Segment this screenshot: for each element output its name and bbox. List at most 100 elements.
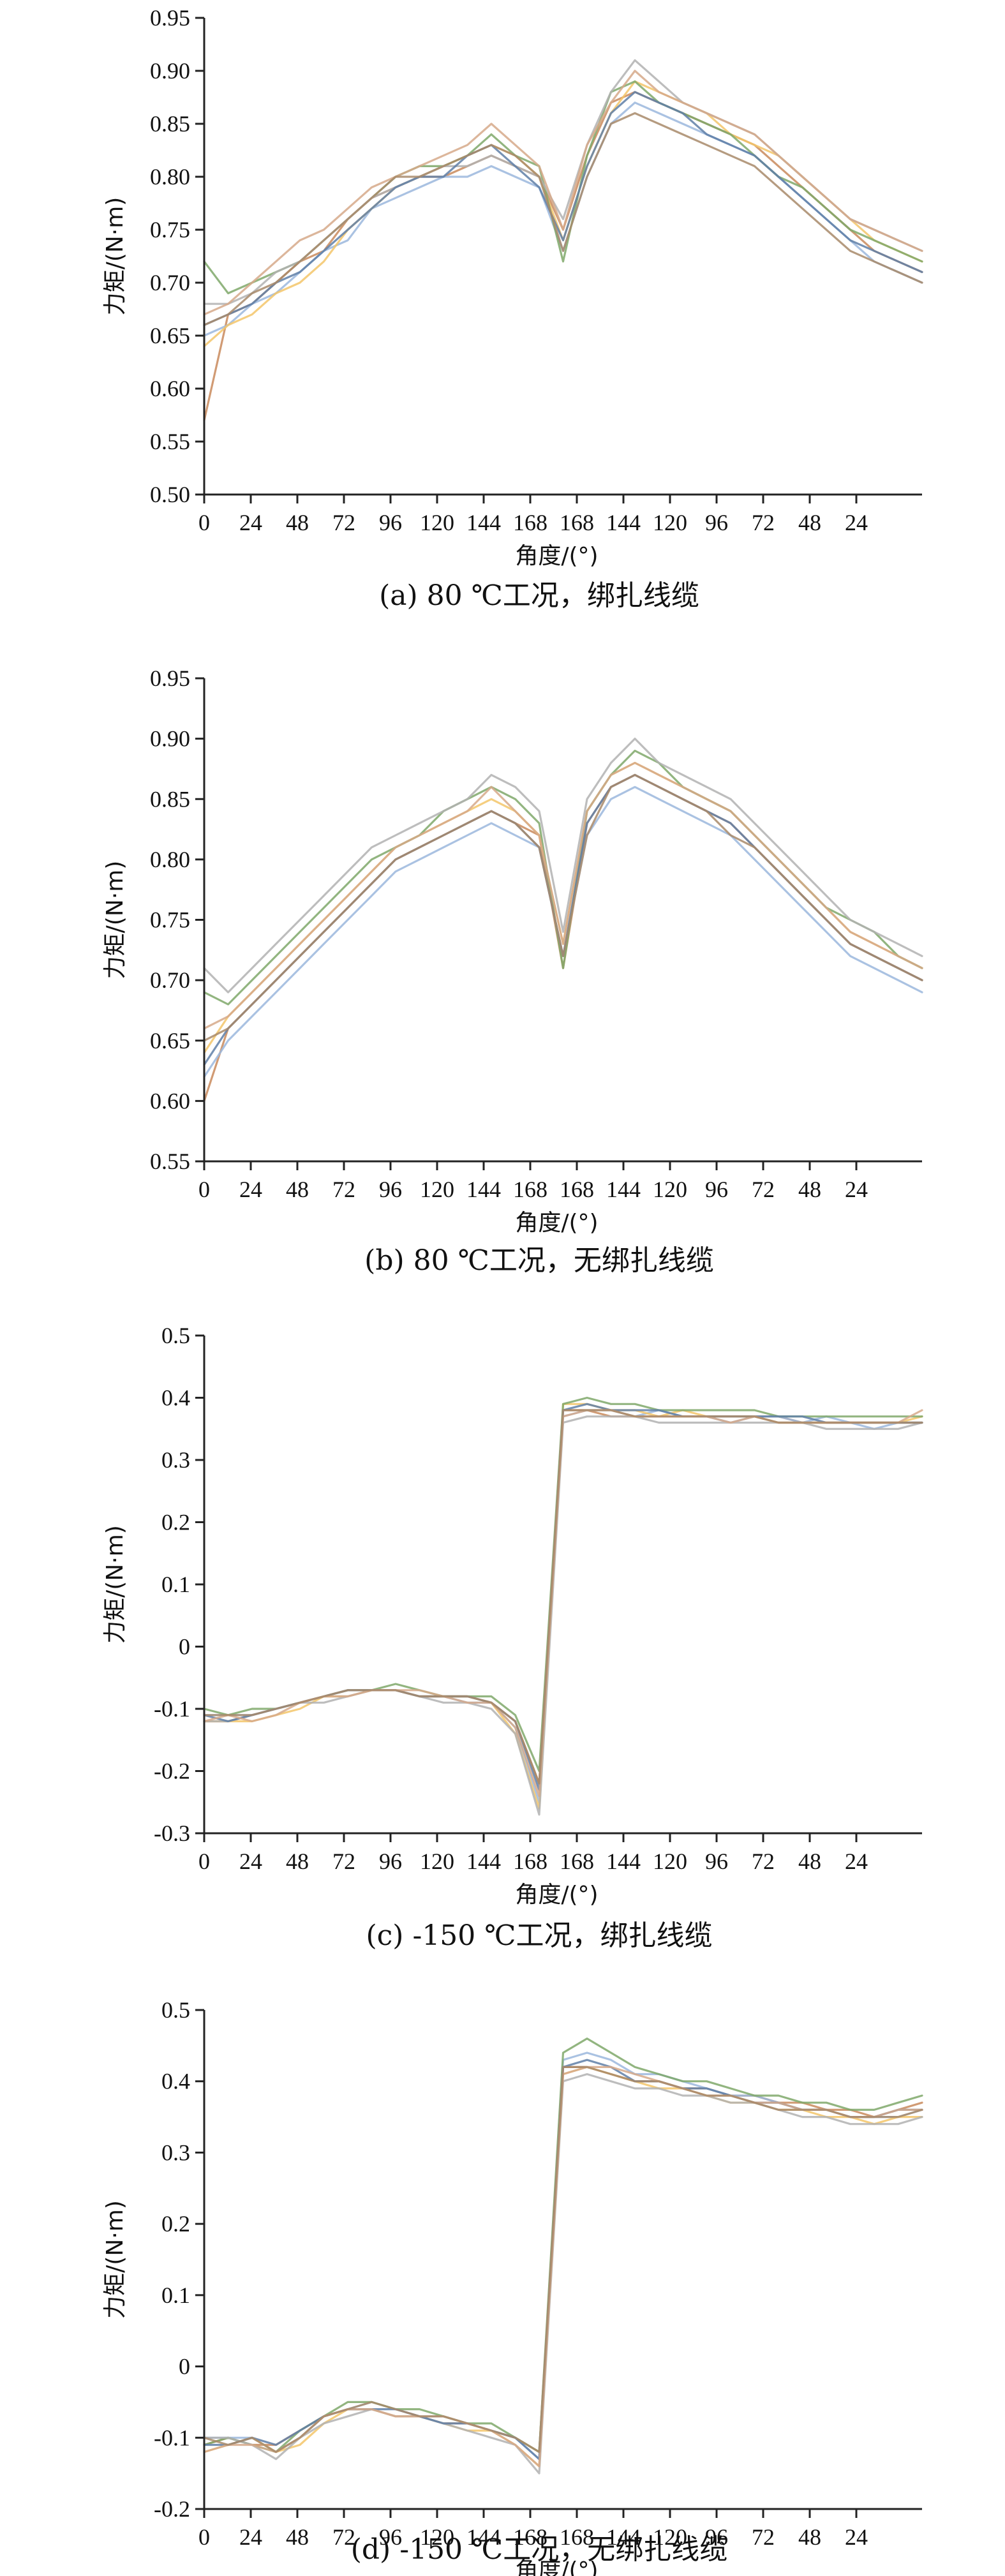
y-axis-title: 力矩/(N·m)	[102, 197, 128, 316]
x-tick-label: 72	[752, 2524, 775, 2550]
y-tick-label: 0.3	[161, 1447, 190, 1473]
series-line-4	[203, 59, 923, 305]
x-tick-label: 144	[466, 510, 501, 535]
x-tick-label: 0	[198, 1849, 210, 1874]
y-tick-label: -0.3	[154, 1820, 190, 1846]
y-tick-label: -0.1	[154, 1696, 190, 1722]
x-tick-label: 144	[606, 510, 641, 535]
x-tick-label: 24	[239, 510, 262, 535]
series-line-6	[203, 2066, 923, 2468]
x-tick-label: 168	[560, 1177, 594, 1202]
series-line-7	[203, 112, 923, 326]
y-tick-label: 0.80	[150, 164, 190, 190]
x-tick-label: 96	[705, 1849, 728, 1874]
x-tick-label: 72	[332, 2524, 355, 2550]
series-line-7	[203, 773, 923, 1042]
y-tick-label: 0.1	[161, 2282, 190, 2308]
x-tick-label: 120	[653, 1177, 687, 1202]
x-tick-label: 24	[845, 2524, 868, 2550]
x-axis-title: 角度/(°)	[515, 543, 598, 569]
y-tick-label: 0.60	[150, 1088, 190, 1113]
y-tick-label: 0.50	[150, 482, 190, 507]
series-line-0	[203, 91, 923, 422]
x-axis-title: 角度/(°)	[515, 1210, 598, 1236]
y-tick-label: 0.65	[150, 1028, 190, 1053]
y-tick-label: 0.55	[150, 1149, 190, 1174]
x-tick-label: 120	[420, 2524, 454, 2550]
x-tick-label: 144	[606, 1177, 641, 1202]
chart-panel-2: 0.5 0.4 0.3 0.2 0.1 0 -0.1 -0.2 -0.3 0 24 48 72 96 120…	[102, 1323, 923, 1952]
y-tick-label: 0	[179, 1634, 190, 1660]
y-tick-label: -0.2	[154, 1759, 190, 1784]
x-tick-label: 120	[420, 510, 454, 535]
series-line-6	[203, 1409, 923, 1798]
y-tick-label: 0.70	[150, 270, 190, 295]
y-tick-label: 0.85	[150, 111, 190, 137]
series-line-5	[203, 91, 923, 326]
y-tick-label: -0.2	[154, 2496, 190, 2522]
x-tick-label: 24	[239, 1849, 262, 1874]
y-tick-label: 0.90	[150, 58, 190, 84]
x-tick-label: 24	[845, 510, 868, 535]
x-tick-label: 96	[379, 1177, 402, 1202]
x-tick-label: 96	[705, 2524, 728, 2550]
y-tick-label: 0.80	[150, 847, 190, 872]
series-line-2	[203, 1403, 923, 1810]
x-tick-label: 48	[798, 1177, 821, 1202]
x-tick-label: 96	[379, 2524, 402, 2550]
x-tick-label: 168	[513, 2524, 547, 2550]
x-tick-label: 96	[379, 1849, 402, 1874]
x-axis-title: 角度/(°)	[515, 1882, 598, 1908]
series-line-3	[203, 749, 923, 1006]
x-tick-label: 48	[798, 2524, 821, 2550]
series-line-6	[203, 70, 923, 316]
y-tick-label: 0.95	[150, 5, 190, 31]
chart-panel-0: 0.95 0.90 0.85 0.80 0.75 0.70 0.65 0.60 0.55 0.50…	[102, 5, 923, 612]
panel-caption: (c) -150 ℃工况，绑扎线缆	[366, 1919, 712, 1952]
y-tick-label: 0.2	[161, 1510, 190, 1535]
y-tick-label: 0.1	[161, 1572, 190, 1597]
x-tick-label: 72	[332, 1177, 355, 1202]
series-line-5	[203, 2059, 923, 2461]
x-tick-label: 96	[705, 1177, 728, 1202]
y-tick-label: -0.1	[154, 2425, 190, 2450]
series-line-0	[203, 773, 923, 1103]
x-tick-label: 168	[560, 510, 594, 535]
x-tick-label: 168	[513, 510, 547, 535]
x-tick-label: 48	[286, 510, 309, 535]
y-axis-title: 力矩/(N·m)	[102, 2200, 128, 2319]
y-axis-title: 力矩/(N·m)	[102, 861, 128, 979]
x-tick-label: 0	[198, 510, 210, 535]
x-tick-label: 72	[752, 1177, 775, 1202]
y-tick-label: 0.3	[161, 2140, 190, 2165]
y-tick-label: 0.65	[150, 323, 190, 348]
y-tick-label: 0.75	[150, 217, 190, 242]
x-tick-label: 24	[239, 2524, 262, 2550]
x-tick-label: 72	[332, 510, 355, 535]
chart-panel-3: 0.5 0.4 0.3 0.2 0.1 0 -0.1 -0.2 0 24 48 72 96 120 144 1…	[102, 1997, 923, 2576]
x-tick-label: 96	[379, 510, 402, 535]
y-tick-label: 0.95	[150, 666, 190, 691]
series-line-4	[203, 1415, 923, 1816]
series-line-2	[203, 2066, 923, 2468]
x-tick-label: 24	[845, 1177, 868, 1202]
series-line-0	[203, 1409, 923, 1785]
y-tick-label: 0.5	[161, 1323, 190, 1348]
series-line-0	[203, 2066, 923, 2453]
y-tick-label: 0.4	[161, 2069, 190, 2094]
x-tick-label: 144	[606, 2524, 641, 2550]
series-line-7	[203, 2066, 923, 2453]
x-tick-label: 144	[606, 1849, 641, 1874]
x-tick-label: 0	[198, 2524, 210, 2550]
series-line-1	[203, 1409, 923, 1803]
x-tick-label: 120	[653, 2524, 687, 2550]
y-tick-label: 0.4	[161, 1385, 190, 1411]
x-tick-label: 48	[286, 1849, 309, 1874]
x-tick-label: 96	[705, 510, 728, 535]
x-tick-label: 144	[466, 1177, 501, 1202]
series-line-6	[203, 761, 923, 1030]
x-tick-label: 0	[198, 1177, 210, 1202]
series-line-4	[203, 737, 923, 994]
y-tick-label: 0.60	[150, 376, 190, 401]
